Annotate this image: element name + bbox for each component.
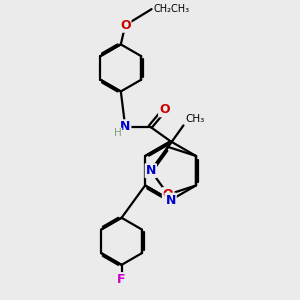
Text: O: O	[163, 188, 173, 201]
Text: N: N	[165, 194, 176, 207]
Text: N: N	[146, 164, 156, 177]
Text: O: O	[159, 103, 170, 116]
Text: O: O	[120, 19, 130, 32]
Text: CH₃: CH₃	[185, 114, 204, 124]
Text: F: F	[117, 273, 126, 286]
Text: N: N	[120, 120, 130, 133]
Text: CH₂CH₃: CH₂CH₃	[153, 4, 189, 14]
Text: H: H	[114, 128, 122, 138]
